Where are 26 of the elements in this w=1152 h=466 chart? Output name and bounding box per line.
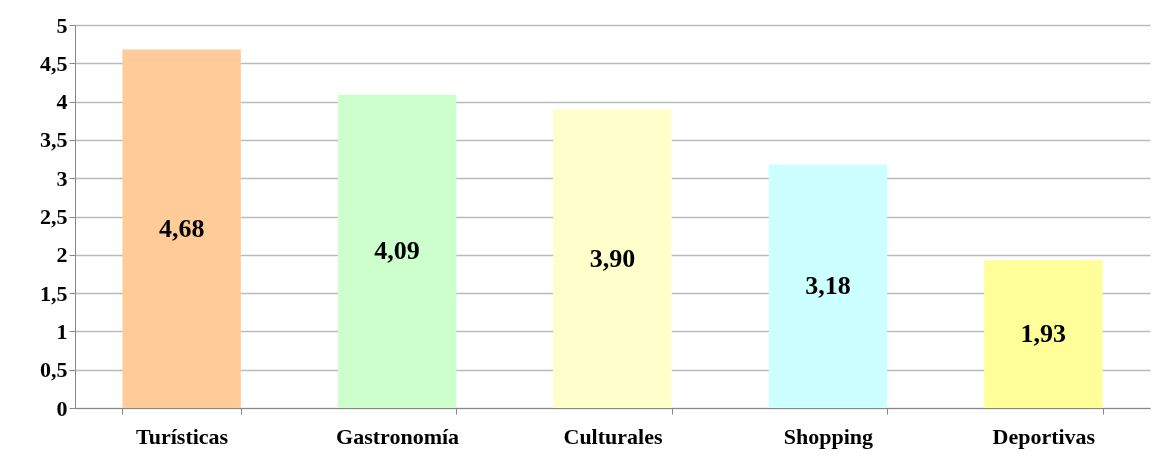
data-label: 4,09 <box>374 236 420 266</box>
y-tick-label: 3 <box>56 165 68 191</box>
data-label: 4,68 <box>158 213 205 243</box>
data-label: 3,90 <box>589 243 636 273</box>
y-tick-label: 4 <box>56 89 68 115</box>
x-tick-label: Turísticas <box>136 423 229 449</box>
bar <box>984 260 1103 408</box>
y-tick-label: 3,5 <box>40 127 68 153</box>
bar <box>768 164 888 408</box>
y-tick-label: 2 <box>56 242 68 268</box>
y-tick-label: 5 <box>56 12 68 38</box>
x-tick-label: Culturales <box>563 423 663 449</box>
y-tick-label: 0 <box>56 395 68 421</box>
data-label: 3,18 <box>805 271 851 301</box>
bar <box>337 94 457 408</box>
y-tick-label: 2,5 <box>40 204 68 229</box>
bar <box>553 109 672 408</box>
bar <box>122 49 241 408</box>
x-tick-label: Shopping <box>783 423 874 449</box>
x-tick-label: Gastronomía <box>336 423 460 449</box>
data-label: 1,93 <box>1020 319 1067 349</box>
y-tick-label: 4,5 <box>40 50 68 76</box>
x-tick-label: Deportivas <box>992 423 1096 449</box>
y-tick-label: 0,5 <box>40 357 68 383</box>
y-tick-label: 1 <box>56 318 68 344</box>
y-tick-label: 1,5 <box>40 280 68 306</box>
